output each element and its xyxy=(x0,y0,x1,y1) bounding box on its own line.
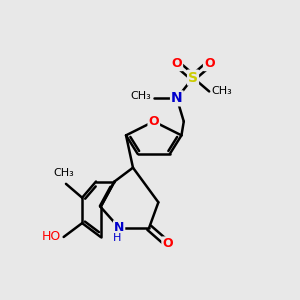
Text: N: N xyxy=(114,221,124,234)
Text: O: O xyxy=(162,237,173,250)
Text: N: N xyxy=(171,92,183,105)
Text: CH₃: CH₃ xyxy=(53,168,74,178)
Text: O: O xyxy=(204,57,214,70)
Text: HO: HO xyxy=(42,230,62,244)
Text: CH₃: CH₃ xyxy=(212,86,232,96)
Text: S: S xyxy=(188,70,198,85)
Text: CH₃: CH₃ xyxy=(131,91,152,101)
Text: H: H xyxy=(112,233,121,243)
Text: O: O xyxy=(172,57,182,70)
Text: O: O xyxy=(148,115,159,128)
